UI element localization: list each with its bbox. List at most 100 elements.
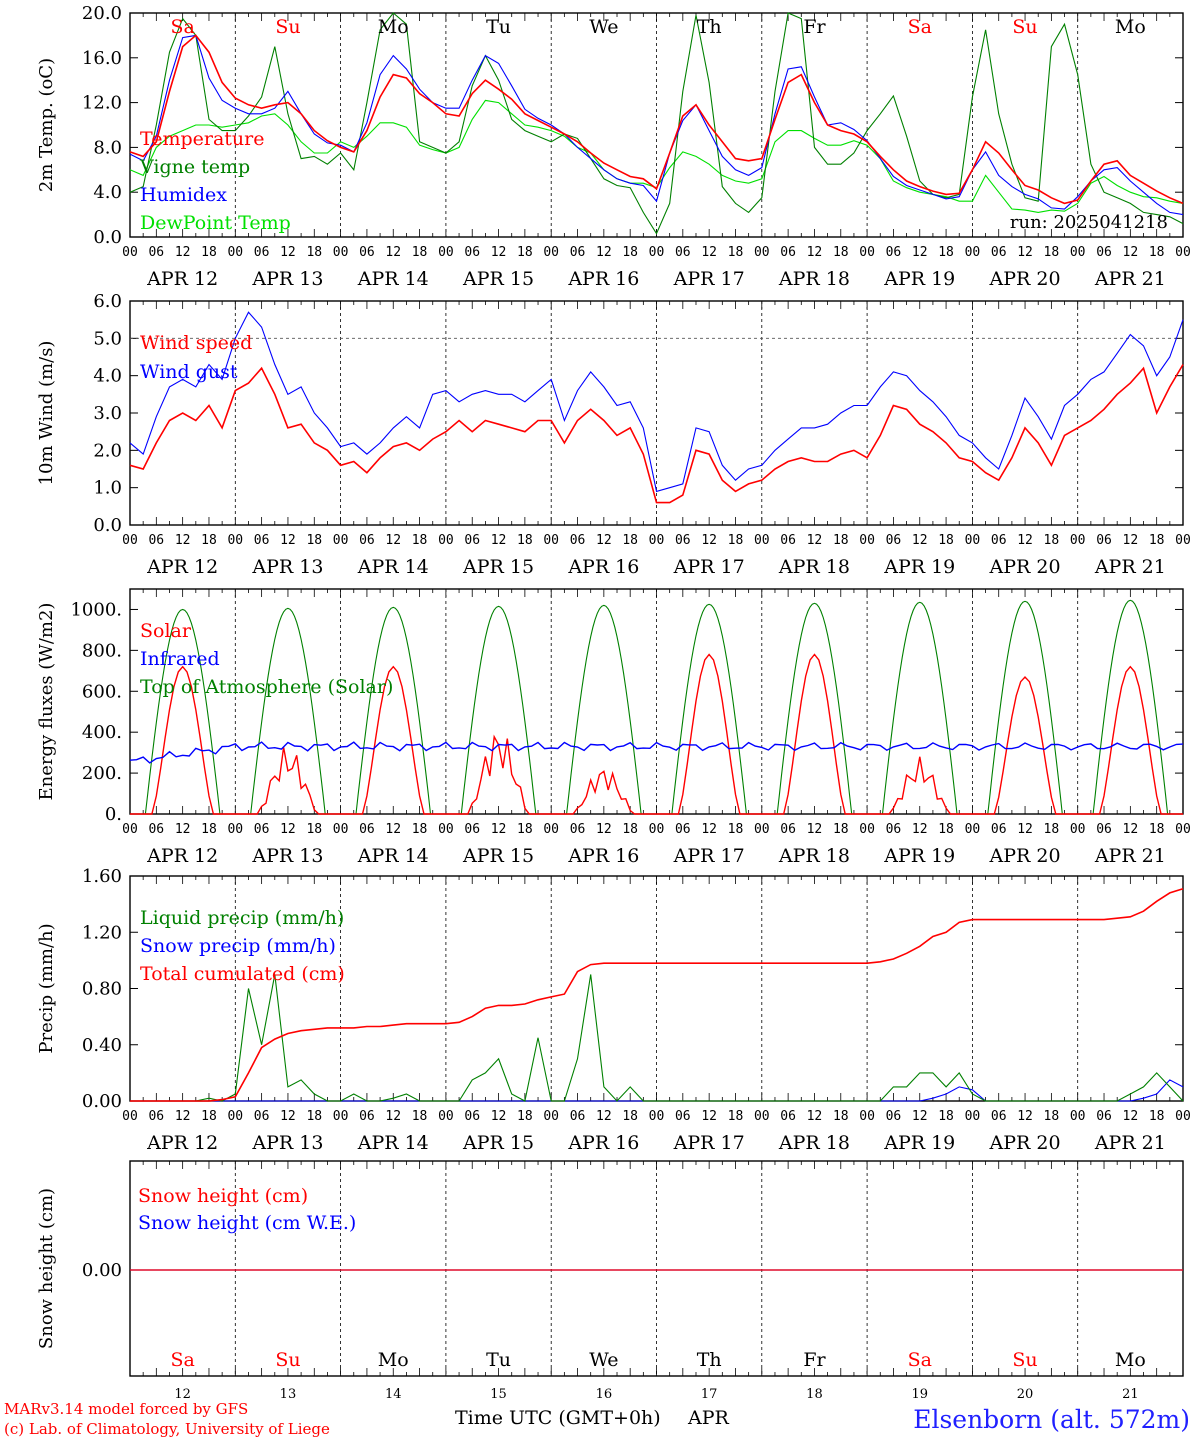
station-name: Elsenborn (alt. 572m): [913, 1405, 1190, 1434]
date-tick-label: APR 13: [251, 845, 323, 867]
hour-tick-label: 06: [359, 822, 375, 837]
hour-tick-label: 06: [780, 533, 796, 548]
y-tick-label: 400.: [82, 722, 122, 743]
hour-tick-label: 18: [833, 822, 849, 837]
y-tick-label: 1.60: [82, 866, 122, 887]
hour-tick-label: 06: [1096, 533, 1112, 548]
hour-tick-label: 00: [1175, 822, 1191, 837]
hour-tick-label: 18: [201, 245, 217, 260]
plot-frame: [129, 588, 1184, 815]
y-tick-label: 3.0: [93, 403, 122, 424]
hour-tick-label: 12: [491, 245, 507, 260]
weekday-label: Sa: [908, 16, 932, 38]
hour-tick-label: 18: [201, 822, 217, 837]
hour-tick-label: 12: [1123, 1109, 1139, 1124]
hour-tick-label: 12: [1017, 245, 1033, 260]
hour-tick-label: 12: [491, 533, 507, 548]
hour-tick-label: 12: [807, 1109, 823, 1124]
hour-tick-label: 12: [596, 822, 612, 837]
hour-tick-label: 18: [938, 533, 954, 548]
hour-tick-label: 06: [254, 822, 270, 837]
hour-tick-label: 00: [859, 533, 875, 548]
hour-tick-label: 06: [570, 245, 586, 260]
hour-tick-label: 18: [306, 822, 322, 837]
hour-tick-label: 12: [1123, 822, 1139, 837]
date-tick-label: APR 18: [778, 1132, 850, 1154]
y-axis-label: Precip (mm/h): [36, 923, 57, 1053]
hour-tick-label: 18: [306, 1109, 322, 1124]
date-tick-label: APR 16: [567, 1132, 639, 1154]
weekday-label: We: [589, 1349, 618, 1371]
hour-tick-label: 12: [491, 822, 507, 837]
hour-tick-label: 06: [1096, 1109, 1112, 1124]
y-tick-label: 4.0: [93, 366, 122, 387]
weekday-label: Mo: [378, 16, 409, 38]
hour-tick-label: 06: [780, 245, 796, 260]
weekday-label: Fr: [803, 16, 826, 38]
y-axis-label: 10m Wind (m/s): [36, 341, 57, 486]
hour-tick-label: 00: [438, 245, 454, 260]
legend-entry: Vigne temp: [139, 156, 250, 178]
y-tick-label: 800.: [82, 640, 122, 661]
hour-tick-label: 06: [991, 822, 1007, 837]
date-tick-label: APR 17: [673, 845, 745, 867]
hour-tick-label: 00: [965, 245, 981, 260]
weekday-label: Su: [275, 1349, 300, 1371]
hour-tick-label: 18: [1044, 533, 1060, 548]
hour-tick-label: 18: [1149, 822, 1165, 837]
hour-tick-label: 18: [412, 245, 428, 260]
hour-tick-label: 00: [227, 245, 243, 260]
hour-tick-label: 06: [675, 822, 691, 837]
date-tick-label: APR 16: [567, 845, 639, 867]
date-tick-label: APR 15: [462, 556, 534, 578]
date-tick-label: APR 15: [462, 845, 534, 867]
hour-tick-label: 12: [1017, 533, 1033, 548]
hour-tick-label: 12: [701, 533, 717, 548]
hour-tick-label: 00: [965, 533, 981, 548]
hour-tick-label: 12: [280, 533, 296, 548]
hour-tick-label: 12: [1017, 822, 1033, 837]
hour-tick-label: 06: [359, 245, 375, 260]
date-tick-label: APR 19: [883, 268, 955, 290]
day-number-label: 20: [1017, 1387, 1034, 1402]
hour-tick-label: 00: [649, 533, 665, 548]
hour-tick-label: 12: [1123, 245, 1139, 260]
y-tick-label: 0.80: [82, 979, 122, 1000]
date-tick-label: APR 15: [462, 268, 534, 290]
date-tick-label: APR 13: [251, 268, 323, 290]
hour-tick-label: 12: [596, 533, 612, 548]
series-line-solar: [130, 653, 1183, 815]
y-tick-label: 1.20: [82, 922, 122, 943]
date-tick-label: APR 14: [357, 845, 429, 867]
date-tick-label: APR 14: [357, 556, 429, 578]
hour-tick-label: 00: [649, 245, 665, 260]
hour-tick-label: 18: [728, 822, 744, 837]
day-number-label: 14: [385, 1387, 402, 1402]
weekday-label: Sa: [908, 1349, 932, 1371]
day-number-label: 13: [280, 1387, 297, 1402]
hour-tick-label: 00: [1070, 822, 1086, 837]
hour-tick-label: 06: [254, 245, 270, 260]
hour-tick-label: 00: [122, 822, 138, 837]
hour-tick-label: 00: [543, 822, 559, 837]
hour-tick-label: 00: [859, 245, 875, 260]
date-tick-label: APR 13: [251, 1132, 323, 1154]
hour-tick-label: 06: [148, 245, 164, 260]
hour-tick-label: 06: [148, 1109, 164, 1124]
panel-energy: [129, 588, 1184, 815]
date-tick-label: APR 21: [1094, 1132, 1166, 1154]
hour-tick-label: 06: [991, 1109, 1007, 1124]
hour-tick-label: 06: [464, 245, 480, 260]
hour-tick-label: 06: [886, 245, 902, 260]
hour-tick-label: 06: [780, 822, 796, 837]
run-annotation: run: 2025041218: [1010, 212, 1168, 233]
hour-tick-label: 18: [622, 533, 638, 548]
legend-entry: Snow precip (mm/h): [140, 935, 336, 957]
weekday-label: Sa: [170, 16, 194, 38]
hour-tick-label: 12: [701, 1109, 717, 1124]
hour-tick-label: 18: [412, 533, 428, 548]
hour-tick-label: 06: [254, 533, 270, 548]
hour-tick-label: 00: [543, 245, 559, 260]
